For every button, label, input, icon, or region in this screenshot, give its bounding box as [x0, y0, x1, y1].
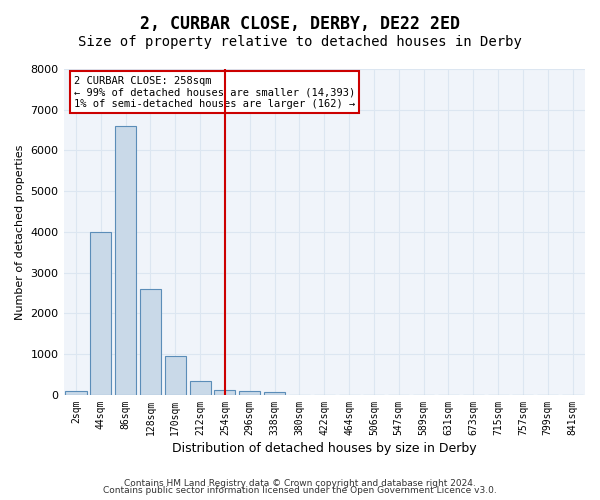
Text: Size of property relative to detached houses in Derby: Size of property relative to detached ho…: [78, 35, 522, 49]
Text: Contains HM Land Registry data © Crown copyright and database right 2024.: Contains HM Land Registry data © Crown c…: [124, 478, 476, 488]
Text: Contains public sector information licensed under the Open Government Licence v3: Contains public sector information licen…: [103, 486, 497, 495]
Text: 2, CURBAR CLOSE, DERBY, DE22 2ED: 2, CURBAR CLOSE, DERBY, DE22 2ED: [140, 15, 460, 33]
Y-axis label: Number of detached properties: Number of detached properties: [15, 144, 25, 320]
Bar: [239, 391, 260, 395]
Bar: [140, 289, 161, 395]
Bar: [214, 390, 235, 395]
Bar: [115, 126, 136, 395]
Bar: [90, 232, 112, 395]
Bar: [165, 356, 186, 395]
X-axis label: Distribution of detached houses by size in Derby: Distribution of detached houses by size …: [172, 442, 476, 455]
Text: 2 CURBAR CLOSE: 258sqm
← 99% of detached houses are smaller (14,393)
1% of semi-: 2 CURBAR CLOSE: 258sqm ← 99% of detached…: [74, 76, 355, 108]
Bar: [264, 392, 285, 395]
Bar: [190, 382, 211, 395]
Bar: [65, 391, 86, 395]
